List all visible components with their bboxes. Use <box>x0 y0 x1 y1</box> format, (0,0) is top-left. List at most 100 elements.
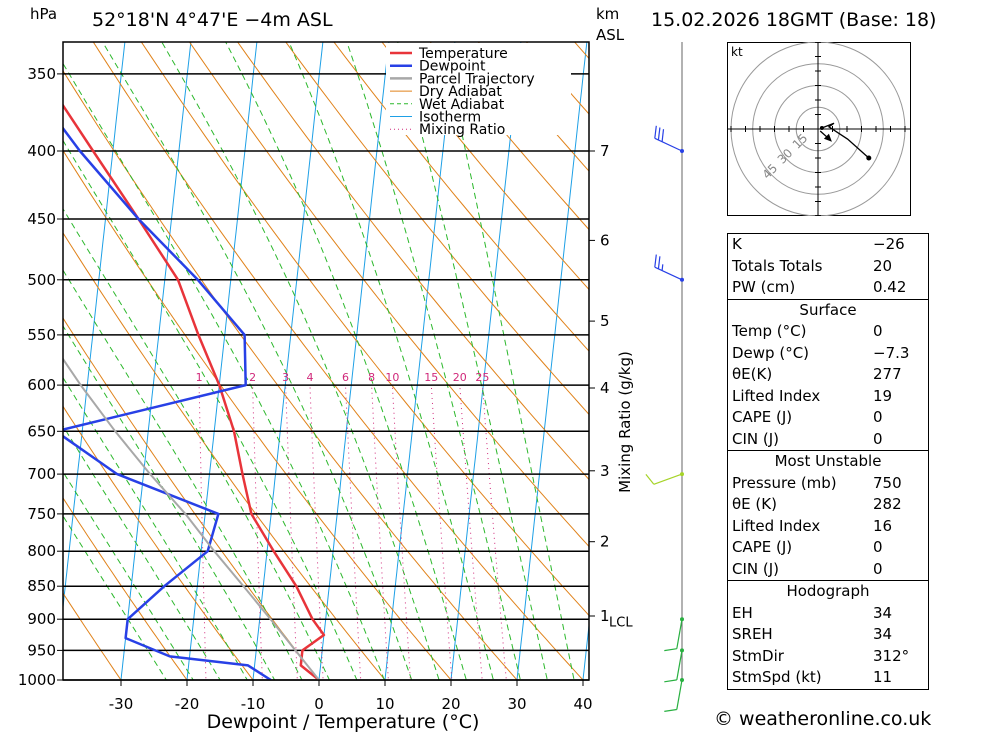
index-row: θE(K) 277 <box>728 364 928 386</box>
index-label: Lifted Index <box>732 516 821 535</box>
mixing-ratio-label: 25 <box>475 371 489 384</box>
wind-barb-flag <box>664 648 677 652</box>
wind-barbs <box>645 42 684 712</box>
dry-adiabat-line <box>63 497 188 680</box>
index-row: CAPE (J) 0 <box>728 537 928 559</box>
pressure-tick-label: 450 <box>27 210 56 228</box>
height-unit: km <box>596 5 619 23</box>
wind-barb-flag <box>657 127 661 141</box>
temperature-tick-label: 20 <box>441 695 460 713</box>
mixing-ratio-label: 8 <box>368 371 375 384</box>
height-tick-label: 2 <box>600 533 610 551</box>
isotherm-line <box>252 42 324 680</box>
pressure-tick-label: 400 <box>27 142 56 160</box>
wind-barb-flag <box>654 254 657 268</box>
index-label: Pressure (mb) <box>732 473 837 492</box>
wind-barb-flag <box>645 474 655 485</box>
wind-barb-flag <box>657 256 661 269</box>
section-title: Most Unstable <box>774 452 882 470</box>
wind-barb-dot <box>680 648 684 653</box>
height-tick-label: 3 <box>600 462 610 480</box>
mixing-ratio-line <box>198 385 207 680</box>
wind-barb-dot <box>680 678 684 682</box>
index-value: 282 <box>873 495 902 513</box>
credit-link[interactable]: © weatheronline.co.uk <box>714 708 932 730</box>
index-row: StmDir 312° <box>728 646 928 668</box>
index-value: 0 <box>873 322 883 340</box>
hodograph-start-dot <box>819 126 824 130</box>
temperature-axis: -30 -20 -10 0 10 20 30 40 <box>109 680 593 713</box>
index-row: CAPE (J) 0 <box>728 407 928 429</box>
isotherm-line <box>450 42 522 680</box>
wet-adiabat-line <box>397 42 548 680</box>
pressure-tick-label: 650 <box>27 422 56 440</box>
legend-entry: Dewpoint <box>419 59 486 75</box>
indices-top-section: K −26 Totals Totals 20 PW (cm) 0.42 <box>728 234 928 299</box>
height-tick-label: 5 <box>600 312 610 330</box>
wind-barb-shaft <box>654 137 683 152</box>
isotherm-line <box>0 0 3 708</box>
dewpoint-profile <box>63 126 272 680</box>
pressure-tick-label: 750 <box>27 505 56 523</box>
dry-adiabat-line <box>381 42 589 291</box>
indices-table: K −26 Totals Totals 20 PW (cm) 0.42 Surface… <box>727 233 929 690</box>
index-label: Lifted Index <box>732 386 821 405</box>
wind-barb-shaft <box>653 473 683 485</box>
mixing-ratio-label: 1 <box>196 371 203 384</box>
pressure-tick-label: 550 <box>27 326 56 344</box>
index-label: CAPE (J) <box>732 538 793 556</box>
x-axis-label: Dewpoint / Temperature (°C) <box>207 711 480 733</box>
index-row: Temp (°C) 0 <box>728 321 928 343</box>
index-value: 0.42 <box>873 278 907 296</box>
isotherm-line <box>120 42 192 680</box>
index-row: Lifted Index 19 <box>728 386 928 408</box>
isotherm-line <box>0 0 69 708</box>
temperature-tick-label: 0 <box>314 695 324 713</box>
dry-adiabat-line <box>477 42 589 172</box>
index-label: Temp (°C) <box>732 322 807 340</box>
wet-adiabat-line <box>101 42 413 680</box>
dry-adiabat-line <box>63 69 518 680</box>
mixing-ratio-line <box>459 385 483 680</box>
wind-barb-dot <box>680 149 684 153</box>
index-label: CIN (J) <box>732 429 780 448</box>
wet-adiabat-line <box>346 42 521 680</box>
index-row: SREH 34 <box>728 624 928 646</box>
index-row: Dewp (°C) −7.3 <box>728 343 928 365</box>
index-label: θE (K) <box>732 495 777 513</box>
dry-adiabat-line <box>188 42 589 548</box>
hodograph-trace <box>819 122 872 161</box>
temperature-tick-label: -30 <box>109 695 134 713</box>
pressure-tick-label: 900 <box>27 610 56 628</box>
parcel-trajectory-profile <box>63 357 320 680</box>
isotherm-line <box>516 42 588 680</box>
hodograph-axes <box>727 42 911 216</box>
wet-adiabat-line <box>63 62 385 680</box>
index-row: Pressure (mb) 750 <box>728 473 928 495</box>
index-label: θE(K) <box>732 365 773 383</box>
index-value: 20 <box>873 256 893 275</box>
temperature-tick-label: 40 <box>573 695 592 713</box>
dry-adiabat-line <box>63 232 386 680</box>
mixing-ratio-label: 10 <box>385 371 399 384</box>
legend-entry: Parcel Trajectory <box>419 71 535 87</box>
mixing-ratio-line <box>391 385 411 680</box>
index-label: StmDir <box>732 646 784 665</box>
mixing-ratio-line <box>285 385 298 680</box>
height-tick-label: 4 <box>600 379 610 397</box>
index-row: CIN (J) 0 <box>728 559 928 581</box>
index-value: 34 <box>873 625 893 643</box>
wet-adiabat-line <box>63 325 276 680</box>
index-label: Totals Totals <box>732 256 823 275</box>
pressure-unit: hPa <box>30 5 57 23</box>
legend-entry: Temperature <box>418 46 508 62</box>
height-tick-label: 6 <box>600 231 610 249</box>
height-tick-label: 1 <box>600 607 610 625</box>
hodograph-unit: kt <box>731 45 743 59</box>
isotherm-line <box>186 42 258 680</box>
index-value: 11 <box>873 668 893 686</box>
index-row: CIN (J) 0 <box>728 429 928 451</box>
mixing-ratio-line <box>345 385 362 680</box>
wind-barb-shaft <box>676 619 683 649</box>
